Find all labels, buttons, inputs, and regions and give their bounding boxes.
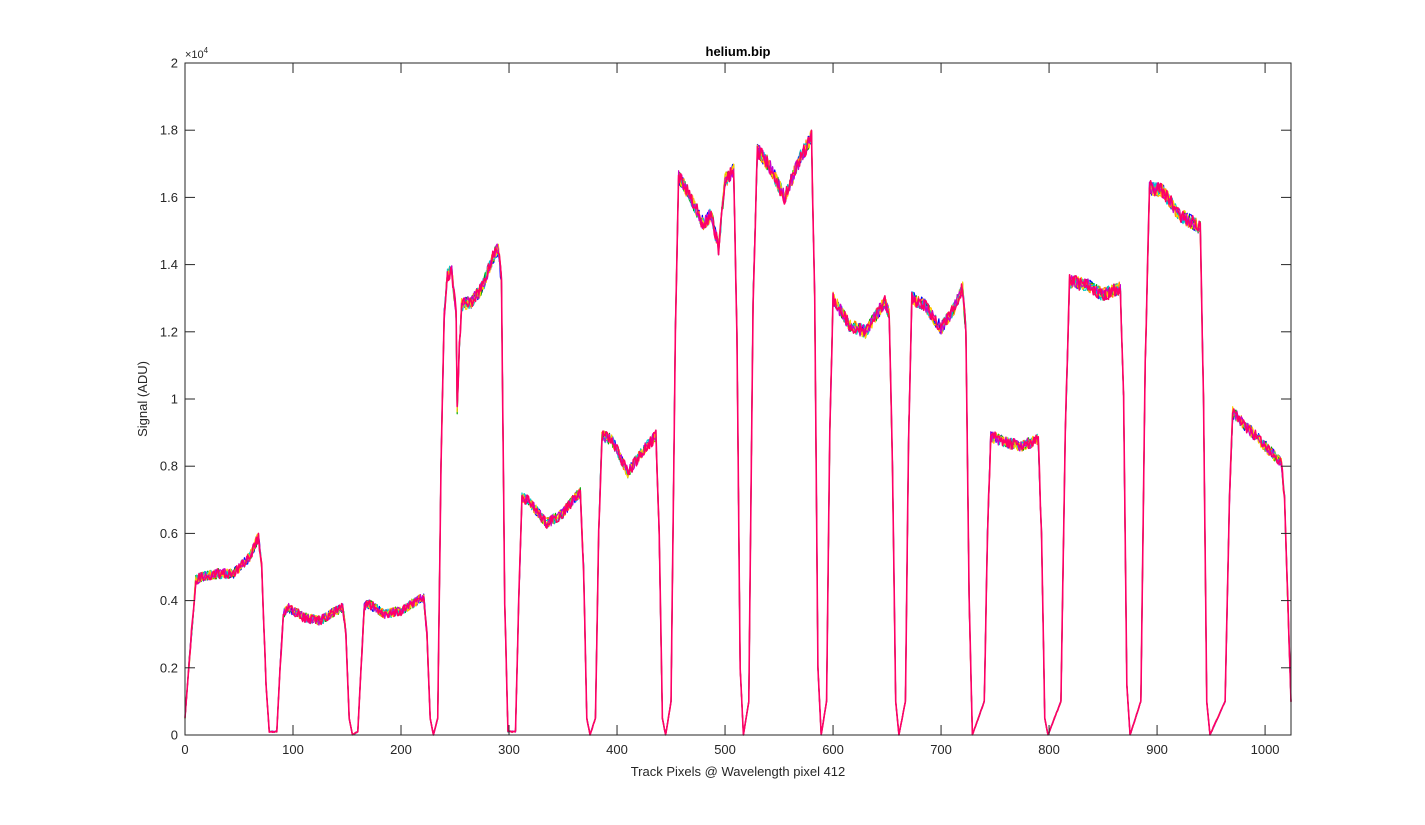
x-tick-label: 0 [181, 742, 188, 757]
x-tick-label: 200 [390, 742, 412, 757]
y-tick-label: 2 [171, 56, 178, 71]
x-tick-label: 600 [822, 742, 844, 757]
y-tick-label: 0 [171, 728, 178, 743]
x-tick-label: 700 [930, 742, 952, 757]
y-multiplier-base: ×10 [185, 49, 204, 61]
y-tick-label: 1.8 [160, 123, 178, 138]
y-axis-multiplier: ×104 [185, 46, 209, 61]
x-tick-label: 900 [1146, 742, 1168, 757]
y-tick-label: 0.6 [160, 526, 178, 541]
y-tick-label: 1 [171, 392, 178, 407]
y-tick-label: 0.8 [160, 459, 178, 474]
x-tick-label: 400 [606, 742, 628, 757]
x-axis-label: Track Pixels @ Wavelength pixel 412 [631, 764, 846, 779]
y-tick-label: 0.2 [160, 660, 178, 675]
y-multiplier-exponent: 4 [204, 46, 209, 55]
y-axis-ticks: 0 0.2 0.4 0.6 0.8 1 1.2 1.4 1.6 1.8 2 [160, 56, 1291, 743]
y-axis-label: Signal (ADU) [135, 361, 150, 437]
y-tick-label: 0.4 [160, 593, 178, 608]
y-tick-label: 1.6 [160, 190, 178, 205]
y-tick-label: 1.2 [160, 324, 178, 339]
x-tick-label: 800 [1038, 742, 1060, 757]
x-axis-ticks: 0 100 200 300 400 500 600 700 800 900 1000 [181, 63, 1280, 757]
chart-title: helium.bip [706, 44, 771, 59]
series-layer [184, 129, 1292, 736]
x-tick-label: 300 [498, 742, 520, 757]
series-line [184, 129, 1292, 736]
x-tick-label: 1000 [1251, 742, 1280, 757]
y-tick-label: 1.4 [160, 257, 178, 272]
x-tick-label: 500 [714, 742, 736, 757]
x-tick-label: 100 [282, 742, 304, 757]
